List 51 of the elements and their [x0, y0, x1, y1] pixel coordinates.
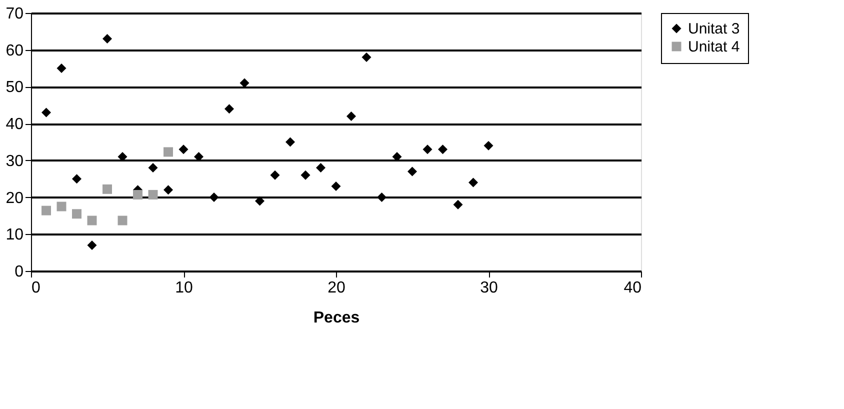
- point: [408, 166, 417, 176]
- point: [87, 216, 97, 226]
- point: [56, 202, 66, 212]
- point: [331, 181, 341, 191]
- point: [270, 170, 280, 180]
- point: [255, 196, 264, 206]
- point: [56, 64, 66, 74]
- y-tick-label: 50: [6, 79, 24, 96]
- point: [133, 190, 142, 200]
- point: [346, 111, 356, 121]
- point: [209, 192, 219, 202]
- y-tick-label: 40: [6, 116, 24, 134]
- point: [148, 190, 158, 200]
- point: [72, 209, 82, 219]
- point: [484, 140, 494, 150]
- point: [102, 34, 112, 44]
- point: [42, 206, 51, 216]
- point: [148, 163, 158, 173]
- point: [164, 147, 173, 157]
- y-tick-label: 30: [6, 152, 24, 170]
- point: [377, 192, 386, 202]
- y-tick-label: 0: [14, 264, 24, 280]
- point: [102, 184, 112, 194]
- point: [240, 78, 250, 88]
- point: [42, 108, 51, 118]
- legend-label: Unitat 4: [688, 38, 740, 56]
- y-tick-label: 20: [6, 190, 24, 207]
- x-tick-label: 0: [32, 280, 40, 296]
- y-tick-label: 60: [6, 42, 24, 60]
- y-tick-label: 10: [6, 226, 24, 244]
- point: [453, 200, 463, 210]
- point: [178, 144, 188, 154]
- point: [468, 178, 478, 188]
- x-tick-label: 40: [624, 280, 642, 296]
- point: [286, 137, 295, 147]
- x-axis-title: Peces: [313, 310, 360, 326]
- point: [118, 216, 128, 226]
- x-tick-label: 30: [480, 280, 498, 296]
- x-tick-label: 10: [175, 280, 193, 296]
- legend-label: Unitat 3: [688, 20, 740, 38]
- point: [72, 174, 82, 184]
- point: [87, 240, 97, 250]
- y-tick-label: 70: [6, 6, 24, 22]
- point: [224, 104, 234, 114]
- point: [300, 170, 310, 180]
- point: [422, 144, 432, 154]
- point: [438, 144, 448, 154]
- point: [362, 52, 372, 62]
- x-tick-label: 20: [328, 280, 346, 296]
- point: [316, 163, 326, 173]
- point: [164, 185, 173, 195]
